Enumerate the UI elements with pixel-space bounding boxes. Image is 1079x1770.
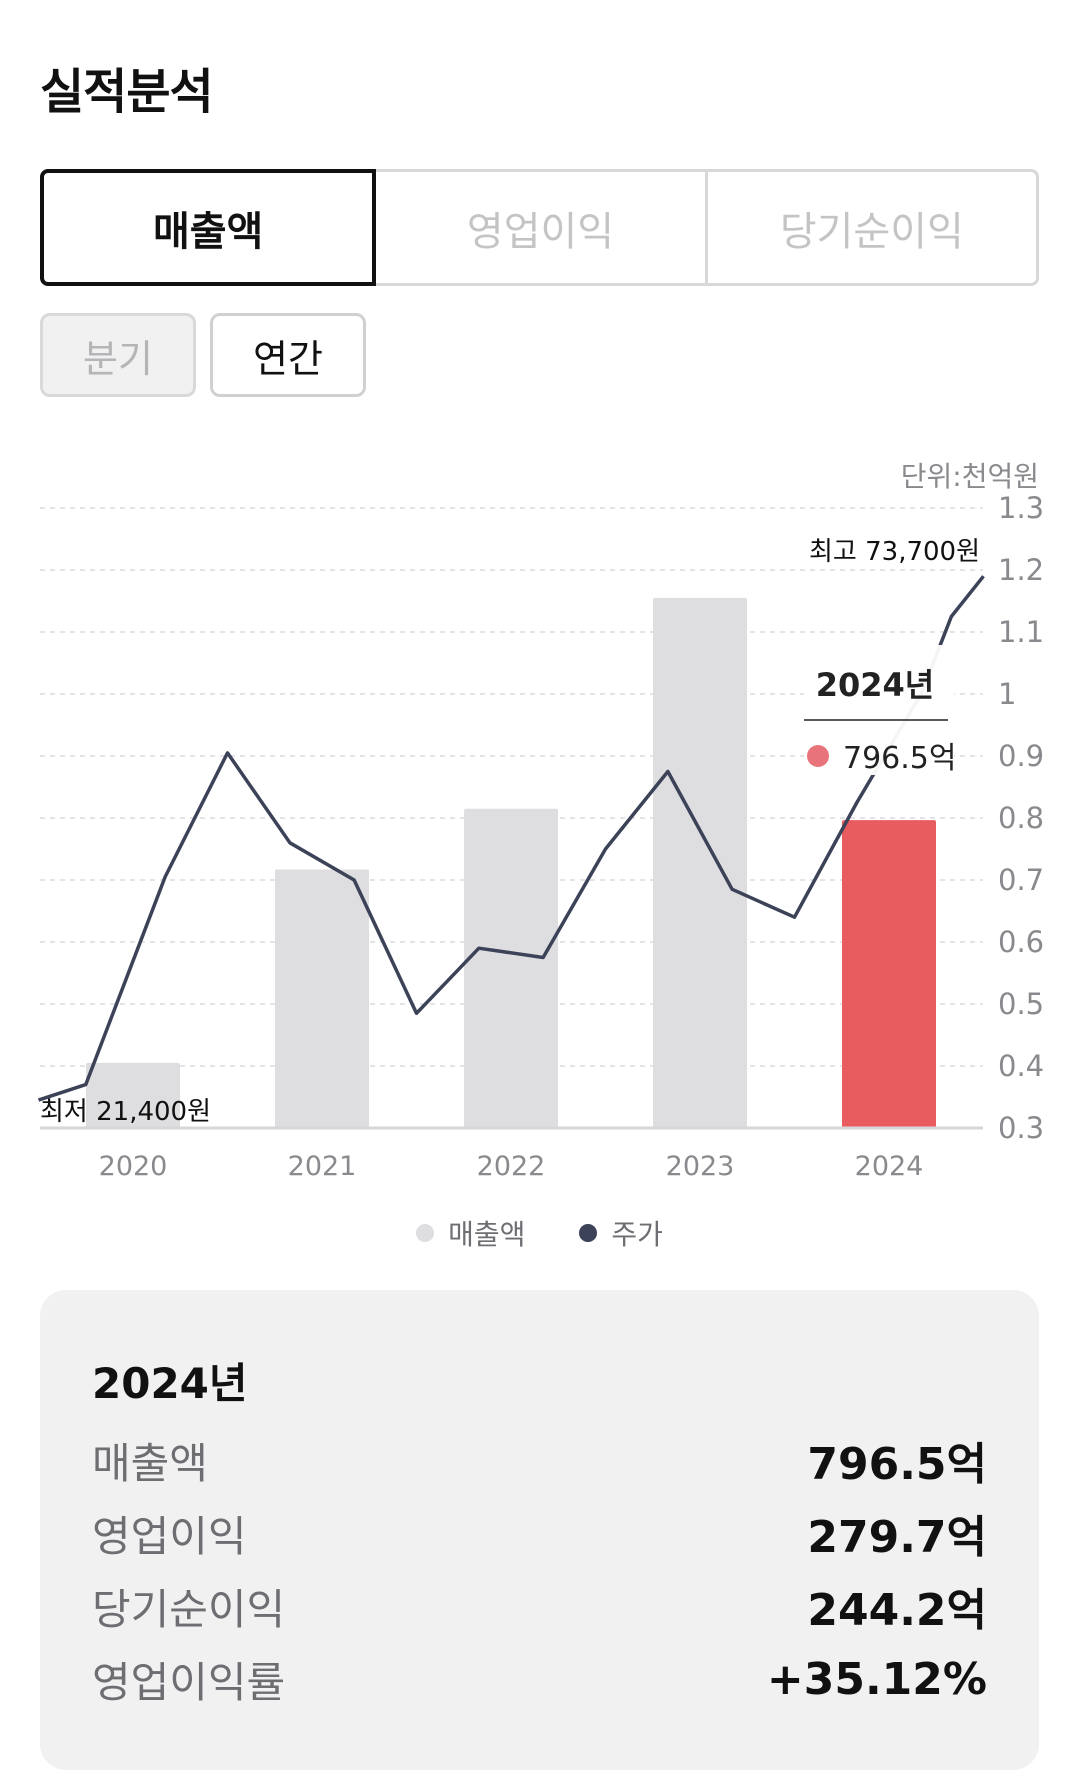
- summary-value: +35.12%: [766, 1653, 987, 1705]
- summary-label: 영업이익: [92, 1511, 247, 1561]
- annual-toggle-button[interactable]: 연간: [210, 313, 366, 397]
- max-price-label: 최고 73,700원: [809, 537, 980, 567]
- y-tick-label: 1.3: [998, 491, 1044, 525]
- tooltip-title: 2024년: [816, 666, 935, 704]
- legend-item-price: 주가: [579, 1213, 663, 1253]
- revenue-bar: [653, 597, 747, 1128]
- revenue-bar: [464, 808, 558, 1128]
- y-tick-label: 0.5: [998, 987, 1044, 1021]
- y-tick-label: 0.4: [998, 1049, 1044, 1083]
- tooltip-value: 796.5억: [843, 741, 956, 776]
- legend-swatch-price: [579, 1224, 598, 1242]
- tab-net-income[interactable]: 당기순이익: [707, 169, 1039, 286]
- legend-label-revenue: 매출액: [448, 1218, 526, 1251]
- legend-item-revenue: 매출액: [416, 1213, 525, 1253]
- summary-row-operating-profit: 영업이익 279.7억: [92, 1503, 987, 1564]
- summary-value: 244.2억: [807, 1585, 987, 1636]
- y-tick-label: 0.9: [998, 739, 1044, 773]
- tooltip-background: [804, 645, 954, 775]
- y-tick-label: 1.1: [998, 615, 1044, 649]
- y-tick-label: 0.8: [998, 801, 1044, 835]
- x-tick-label: 2022: [477, 1151, 546, 1182]
- summary-label: 당기순이익: [92, 1584, 286, 1634]
- y-tick-label: 1.2: [998, 553, 1044, 587]
- legend-label-price: 주가: [611, 1218, 663, 1251]
- y-tick-label: 1: [998, 677, 1016, 711]
- summary-row-operating-margin: 영업이익률 +35.12%: [92, 1649, 987, 1709]
- x-tick-label: 2021: [288, 1151, 357, 1182]
- revenue-bar: [842, 820, 936, 1128]
- unit-label: 단위:천억원: [900, 460, 1039, 493]
- summary-value: 796.5억: [807, 1439, 987, 1490]
- summary-row-net-income: 당기순이익 244.2억: [92, 1576, 987, 1637]
- y-tick-label: 0.3: [998, 1111, 1044, 1145]
- revenue-bar: [86, 1062, 180, 1128]
- summary-value: 279.7억: [807, 1512, 987, 1563]
- y-tick-label: 0.7: [998, 863, 1044, 897]
- summary-label: 영업이익률: [92, 1657, 286, 1707]
- chart-legend: 매출액 주가: [0, 1213, 1079, 1253]
- revenue-bar: [275, 869, 369, 1128]
- tab-revenue[interactable]: 매출액: [40, 169, 377, 286]
- metric-tabs: 매출액 영업이익 당기순이익: [40, 169, 1039, 286]
- quarterly-toggle-button[interactable]: 분기: [40, 313, 196, 397]
- summary-label: 매출액: [92, 1438, 208, 1488]
- summary-card: 2024년 매출액 796.5억 영업이익 279.7억 당기순이익 244.2…: [40, 1290, 1039, 1770]
- legend-swatch-revenue: [416, 1224, 435, 1242]
- x-tick-label: 2023: [666, 1151, 735, 1182]
- section-title: 실적분석: [40, 64, 214, 120]
- y-tick-label: 0.6: [998, 925, 1044, 959]
- tooltip-dot: [807, 745, 829, 767]
- x-tick-label: 2020: [99, 1151, 168, 1182]
- revenue-price-chart: 0.3 0.4 0.5 0.6 0.7 0.8 0.9 1 1.1 1.2 1.3 2020 2021 2…: [37, 491, 1044, 1182]
- summary-row-revenue: 매출액 796.5억: [92, 1430, 987, 1491]
- tab-operating-profit[interactable]: 영업이익: [376, 169, 708, 286]
- x-tick-label: 2024: [855, 1151, 924, 1182]
- min-price-label: 최저 21,400원: [40, 1097, 211, 1127]
- summary-year: 2024년: [92, 1359, 248, 1408]
